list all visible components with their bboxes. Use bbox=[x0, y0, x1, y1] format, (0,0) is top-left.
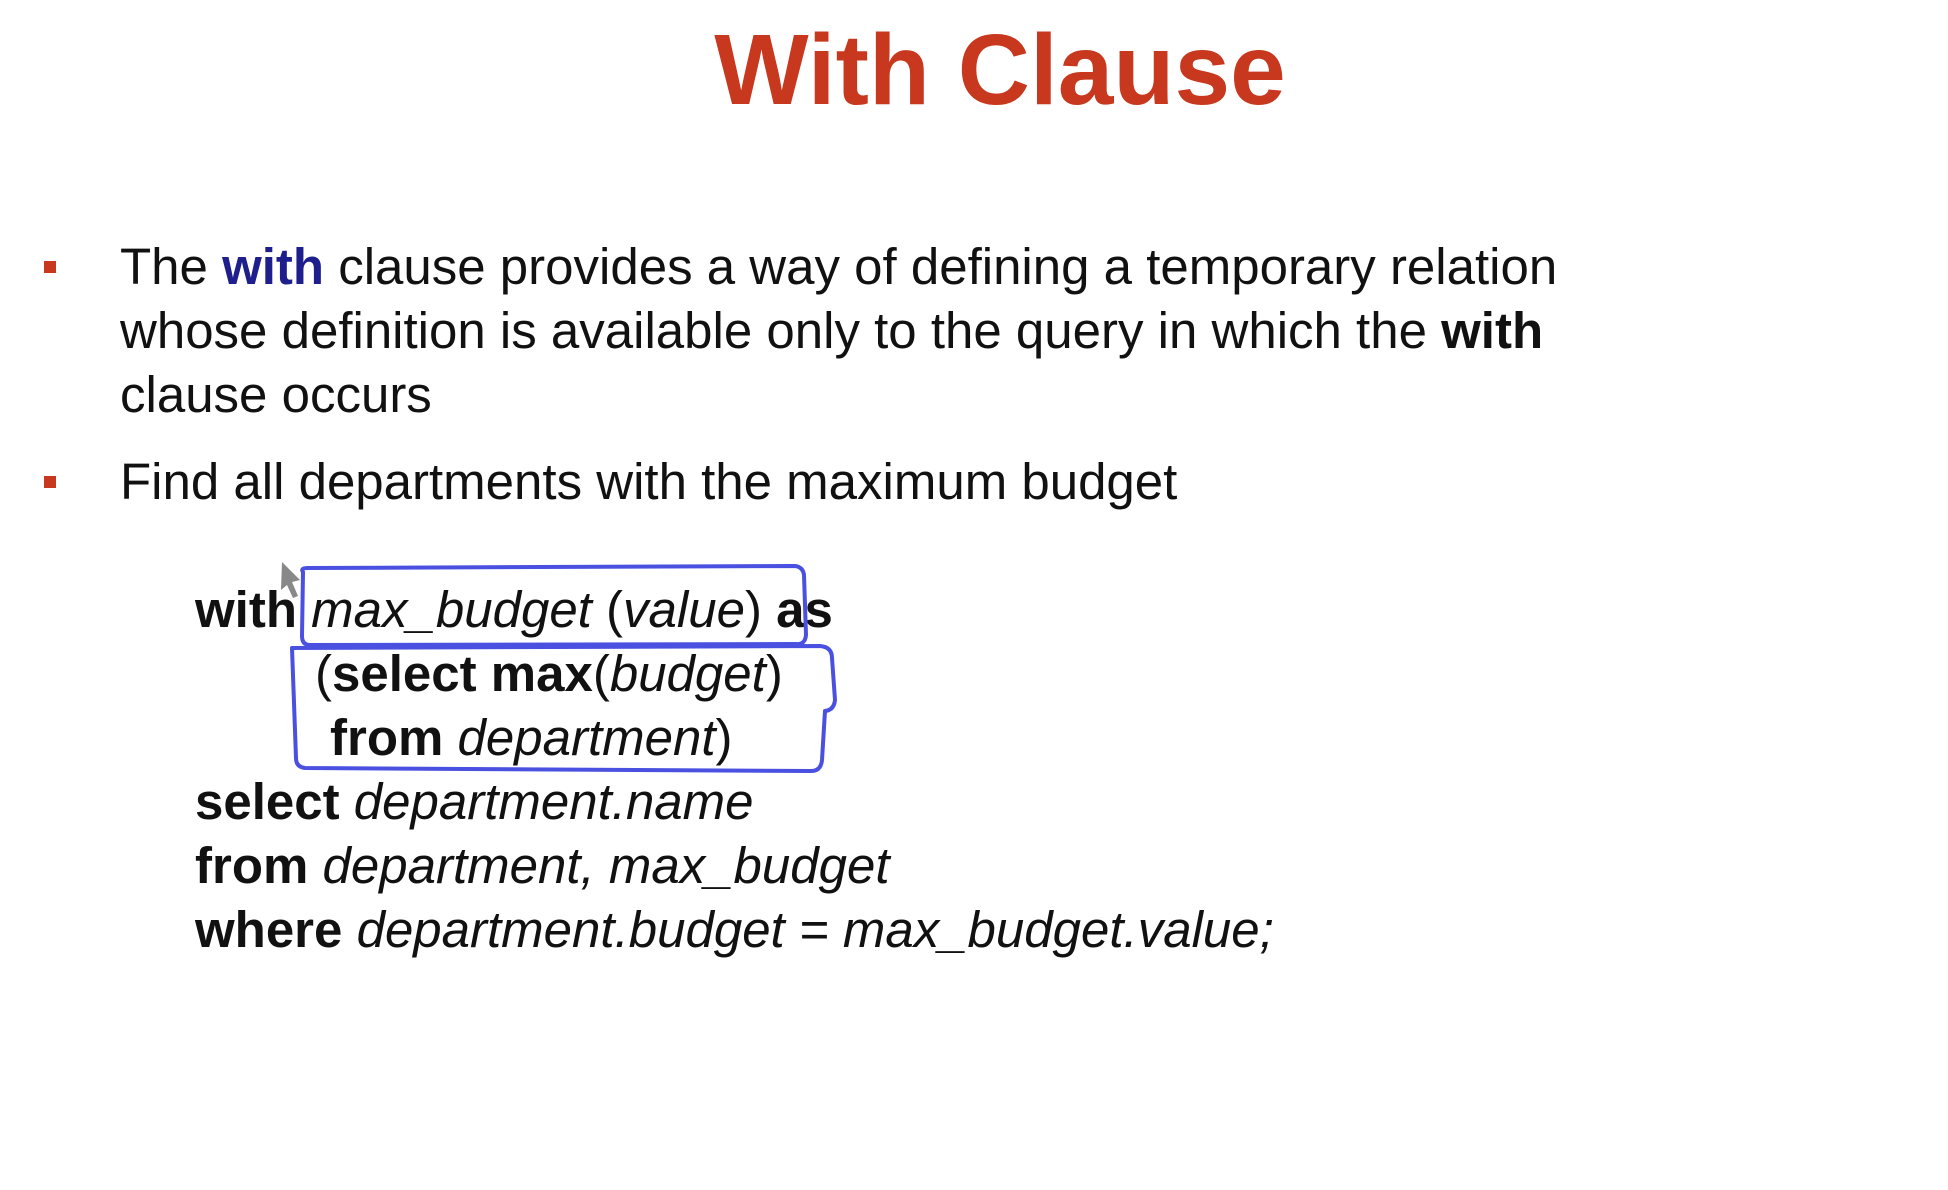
sql-keyword: from bbox=[330, 709, 444, 766]
slide-title: With Clause bbox=[714, 14, 1286, 126]
sql-identifier: department, max_budget bbox=[322, 837, 890, 894]
bullet-text: clause provides a way of defining a temp… bbox=[324, 238, 1558, 295]
sql-code-block: with max_budget (value) as (select max(b… bbox=[195, 578, 1274, 962]
bullet-square-icon bbox=[44, 261, 56, 273]
sql-identifier: department bbox=[457, 709, 716, 766]
bullet-square-icon bbox=[44, 476, 56, 488]
code-line-from-department: from department) bbox=[195, 706, 1274, 770]
sql-punct: ( bbox=[592, 645, 610, 702]
bullet-text-line-1: The with clause provides a way of defini… bbox=[120, 235, 1740, 299]
code-line-where: where department.budget = max_budget.val… bbox=[195, 898, 1274, 962]
bullet-text-line-3: clause occurs bbox=[120, 363, 1740, 427]
sql-identifier: department.name bbox=[353, 773, 754, 830]
sql-identifier: max_budget bbox=[311, 581, 592, 638]
code-line-with: with max_budget (value) as bbox=[195, 578, 1274, 642]
sql-identifier: budget bbox=[609, 645, 766, 702]
keyword-with: with bbox=[222, 238, 325, 295]
sql-identifier: department.budget = max_budget.value; bbox=[356, 901, 1274, 958]
sql-keyword: as bbox=[776, 581, 833, 638]
code-line-from: from department, max_budget bbox=[195, 834, 1274, 898]
sql-punct: ( bbox=[591, 581, 624, 638]
sql-keyword: select bbox=[195, 773, 340, 830]
keyword-with-bold: with bbox=[1441, 302, 1544, 359]
bullet-text-line-2: whose definition is available only to th… bbox=[120, 299, 1740, 363]
sql-punct: ( bbox=[315, 645, 332, 702]
bullet-text: The bbox=[120, 238, 223, 295]
bullet-text: whose definition is available only to th… bbox=[120, 302, 1442, 359]
code-line-select: select department.name bbox=[195, 770, 1274, 834]
sql-punct: ) bbox=[744, 581, 762, 638]
sql-keyword: with bbox=[195, 581, 297, 638]
bullet-text: clause occurs bbox=[120, 366, 432, 423]
sql-keyword: where bbox=[195, 901, 343, 958]
sql-identifier: value bbox=[623, 581, 745, 638]
sql-punct: ) bbox=[765, 645, 783, 702]
bullet-item-with-clause: The with clause provides a way of defini… bbox=[40, 235, 1740, 427]
bullet-text: Find all departments with the maximum bu… bbox=[120, 453, 1178, 510]
sql-punct: ) bbox=[715, 709, 733, 766]
code-line-select-max: (select max(budget) bbox=[195, 642, 1274, 706]
bullet-list: The with clause provides a way of defini… bbox=[40, 235, 1740, 514]
sql-keyword: from bbox=[195, 837, 309, 894]
sql-keyword: select max bbox=[331, 645, 593, 702]
bullet-item-find-departments: Find all departments with the maximum bu… bbox=[40, 450, 1740, 514]
